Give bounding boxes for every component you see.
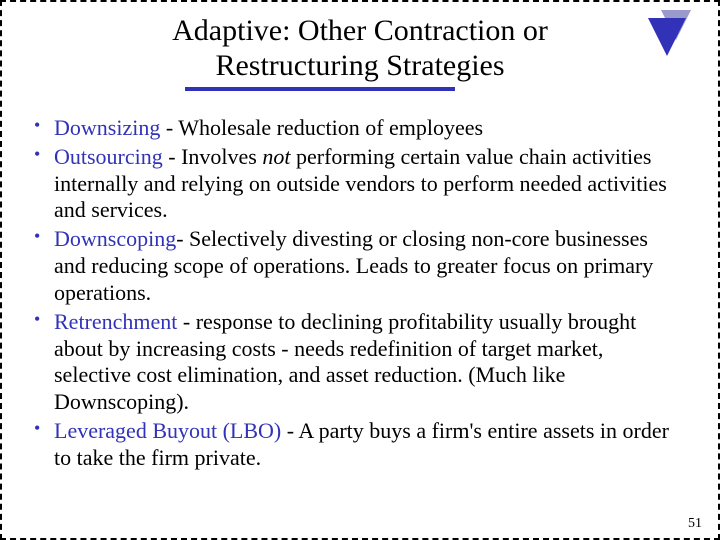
slide-title: Adaptive: Other Contraction or Restructu… bbox=[172, 14, 548, 83]
bullet-term: Leveraged Buyout (LBO) bbox=[54, 418, 281, 443]
title-underline bbox=[185, 87, 455, 91]
bullet-term: Downsizing bbox=[54, 115, 160, 140]
bullet-term: Outsourcing bbox=[54, 144, 163, 169]
page-number: 51 bbox=[688, 516, 702, 532]
bullet-text: Wholesale reduction of employees bbox=[178, 115, 483, 140]
title-line-2: Restructuring Strategies bbox=[215, 49, 504, 82]
title-block: Adaptive: Other Contraction or Restructu… bbox=[30, 14, 690, 91]
bullet-term: Retrenchment bbox=[54, 309, 177, 334]
list-item: Downsizing - Wholesale reduction of empl… bbox=[32, 115, 684, 142]
bullet-term: Downscoping bbox=[54, 226, 176, 251]
bullet-sep: - bbox=[160, 115, 178, 140]
list-item: Leveraged Buyout (LBO) - A party buys a … bbox=[32, 418, 684, 472]
bullet-sep: - bbox=[176, 226, 189, 251]
list-item: Retrenchment - response to declining pro… bbox=[32, 309, 684, 416]
slide: Adaptive: Other Contraction or Restructu… bbox=[0, 0, 720, 540]
bullet-sep: - bbox=[281, 418, 298, 443]
bullet-italic: not bbox=[262, 144, 290, 169]
list-item: Outsourcing - Involves not performing ce… bbox=[32, 144, 684, 224]
bullet-text: Involves bbox=[181, 144, 262, 169]
bullet-sep: - bbox=[177, 309, 195, 334]
bullet-list: Downsizing - Wholesale reduction of empl… bbox=[30, 115, 690, 472]
list-item: Downscoping- Selectively divesting or cl… bbox=[32, 226, 684, 306]
bullet-sep: - bbox=[163, 144, 181, 169]
title-line-1: Adaptive: Other Contraction or bbox=[172, 14, 548, 47]
